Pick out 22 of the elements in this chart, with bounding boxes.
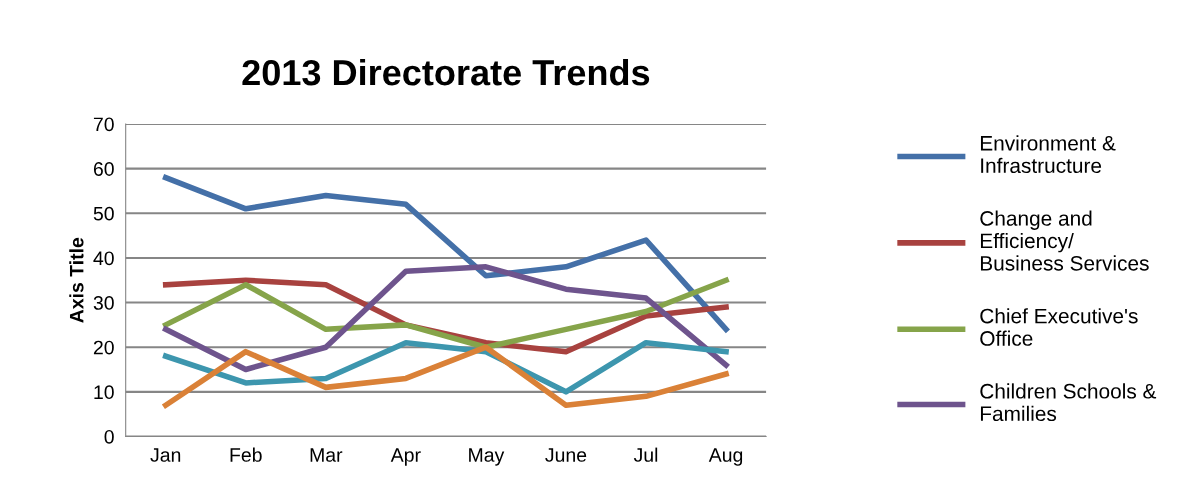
x-tick-label: Jul	[633, 447, 658, 462]
legend-label: Children Schools & Families	[980, 383, 1157, 422]
x-tick-label: Feb	[230, 447, 262, 462]
y-tick-label: 40	[93, 251, 114, 266]
x-tick-label: June	[545, 448, 587, 462]
x-tick-label: Jan	[150, 448, 181, 462]
legend-label: Change and Efficiency/ Business Services	[980, 210, 1149, 271]
legend-label: Chief Executive's Office	[980, 308, 1138, 346]
y-tick-label: 30	[93, 296, 114, 310]
x-tick-label: Apr	[390, 448, 421, 466]
y-tick-label: 0	[104, 429, 114, 444]
legend-label: Environment & Infrastructure	[980, 135, 1116, 174]
y-tick-label: 70	[93, 117, 114, 132]
y-tick-label: 50	[93, 206, 114, 221]
y-axis-title: Axis Title	[69, 237, 84, 323]
y-tick-label: 60	[93, 162, 114, 176]
x-tick-label: Mar	[310, 448, 343, 462]
y-tick-label: 10	[94, 385, 114, 400]
x-tick-label: Aug	[708, 448, 743, 466]
chart-title: 2013 Directorate Trends	[242, 58, 650, 86]
y-tick-label: 20	[93, 340, 114, 355]
x-tick-label: May	[469, 448, 505, 466]
